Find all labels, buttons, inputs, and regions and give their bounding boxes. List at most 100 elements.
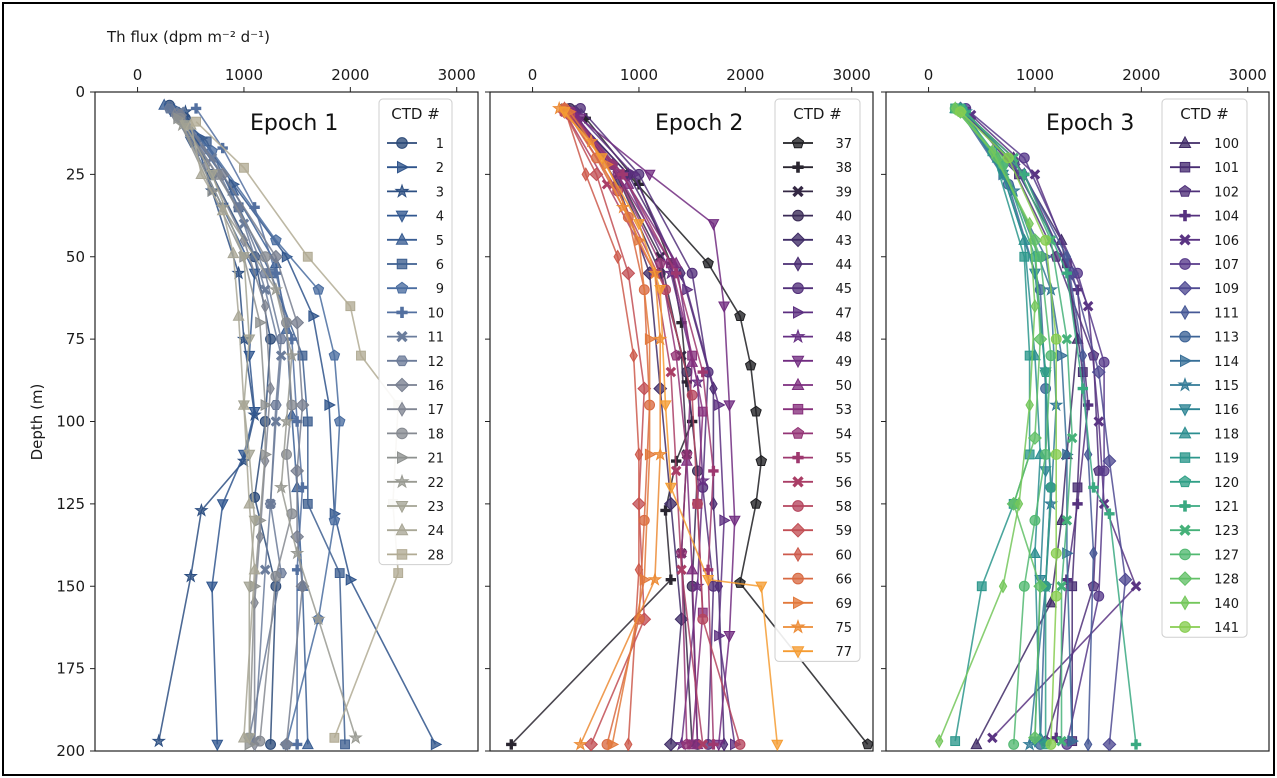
legend-entry-3: 3 bbox=[387, 183, 444, 200]
data-point bbox=[734, 576, 746, 588]
data-point bbox=[670, 349, 682, 361]
data-point bbox=[663, 496, 678, 511]
legend-entry-118: 118 bbox=[1170, 426, 1239, 442]
data-point bbox=[301, 737, 314, 750]
data-point bbox=[249, 202, 260, 213]
legend-marker bbox=[394, 473, 410, 489]
series-line-37 bbox=[569, 111, 869, 745]
legend-label: 104 bbox=[1214, 210, 1239, 225]
data-point bbox=[647, 572, 663, 586]
y-tick-label: 200 bbox=[56, 742, 85, 760]
legend-label: 77 bbox=[835, 645, 852, 660]
data-point bbox=[652, 446, 668, 461]
legend-entry-107: 107 bbox=[1170, 258, 1239, 273]
data-point bbox=[259, 564, 271, 576]
data-point bbox=[681, 738, 693, 750]
data-point bbox=[950, 736, 961, 747]
series-77 bbox=[558, 107, 784, 751]
legend-label: 10 bbox=[427, 306, 444, 321]
legend-entry-44: 44 bbox=[783, 256, 852, 273]
legend-entry-50: 50 bbox=[783, 377, 852, 394]
series-layer bbox=[151, 98, 443, 751]
legend-entry-39: 39 bbox=[783, 185, 852, 200]
data-point bbox=[275, 334, 287, 345]
data-point bbox=[1014, 496, 1024, 512]
data-point bbox=[243, 497, 256, 509]
legend-label: 113 bbox=[1214, 331, 1239, 346]
legend-entry-101: 101 bbox=[1170, 161, 1239, 176]
legend-label: 111 bbox=[1214, 306, 1239, 321]
legend-marker bbox=[792, 282, 804, 295]
legend-label: 120 bbox=[1214, 476, 1239, 491]
data-point bbox=[194, 502, 209, 517]
data-point bbox=[506, 739, 517, 750]
data-point bbox=[151, 733, 166, 748]
data-point bbox=[595, 153, 608, 165]
data-point bbox=[1087, 580, 1100, 592]
data-point bbox=[1025, 397, 1034, 413]
data-point bbox=[697, 406, 708, 417]
legend-label: 118 bbox=[1214, 427, 1239, 442]
legend-label: 141 bbox=[1214, 621, 1239, 636]
legend-title: CTD # bbox=[793, 105, 842, 123]
legend-entry-60: 60 bbox=[783, 546, 852, 563]
legend-entry-54: 54 bbox=[783, 426, 852, 442]
data-point bbox=[1018, 580, 1030, 592]
legend-marker bbox=[1179, 258, 1191, 270]
legend-label: 17 bbox=[427, 403, 444, 418]
data-point bbox=[681, 448, 693, 460]
data-point bbox=[268, 282, 283, 296]
data-point bbox=[665, 366, 677, 378]
data-point bbox=[652, 331, 668, 346]
legend-label: 121 bbox=[1214, 500, 1239, 515]
legend-entry-114: 114 bbox=[1170, 354, 1239, 370]
series-layer bbox=[506, 100, 873, 751]
data-point bbox=[1056, 349, 1069, 362]
data-point bbox=[1088, 482, 1099, 493]
legend-entry-49: 49 bbox=[783, 355, 852, 370]
legend-entry-121: 121 bbox=[1170, 500, 1239, 515]
legend-entry-9: 9 bbox=[387, 281, 444, 297]
legend-marker bbox=[396, 427, 408, 440]
legend-label: 24 bbox=[427, 524, 444, 539]
legend-label: 107 bbox=[1214, 258, 1239, 273]
legend-label: 69 bbox=[835, 597, 852, 612]
y-tick-label: 0 bbox=[75, 83, 85, 101]
data-point bbox=[734, 738, 746, 750]
legend-marker bbox=[791, 646, 805, 659]
legend-label: 75 bbox=[835, 621, 852, 636]
panel-title: Epoch 3 bbox=[1046, 111, 1134, 136]
data-point bbox=[211, 739, 224, 751]
data-point bbox=[1028, 546, 1041, 558]
data-point bbox=[255, 316, 267, 329]
data-point bbox=[345, 573, 358, 586]
legend-label: 6 bbox=[436, 258, 444, 273]
data-point bbox=[1056, 735, 1067, 747]
data-point bbox=[285, 408, 298, 420]
data-point bbox=[624, 737, 633, 751]
legend-label: 3 bbox=[436, 185, 444, 200]
series-141 bbox=[955, 106, 1062, 750]
data-point bbox=[714, 398, 726, 412]
x-tick-label: 1000 bbox=[620, 66, 658, 84]
legend-label: 40 bbox=[835, 210, 852, 225]
legend-entry-4: 4 bbox=[387, 210, 444, 225]
data-point bbox=[1008, 738, 1020, 750]
data-point bbox=[216, 203, 229, 216]
legend-marker bbox=[791, 426, 805, 439]
data-point bbox=[290, 315, 305, 330]
data-point bbox=[295, 398, 310, 413]
legend-entry-16: 16 bbox=[387, 377, 444, 394]
data-point bbox=[302, 251, 313, 262]
data-point bbox=[702, 575, 715, 587]
data-point bbox=[264, 498, 277, 509]
data-point bbox=[654, 257, 666, 269]
legend-marker bbox=[791, 136, 805, 149]
data-point bbox=[232, 309, 245, 321]
legend: CTD # 37 38 39 40 43 44 45 47 48 49 50 53 54 55 56 58 59 6… bbox=[774, 98, 861, 662]
data-point bbox=[275, 350, 287, 361]
data-point bbox=[1045, 481, 1057, 493]
legend-marker bbox=[1178, 475, 1192, 488]
legend-marker bbox=[1180, 595, 1190, 611]
